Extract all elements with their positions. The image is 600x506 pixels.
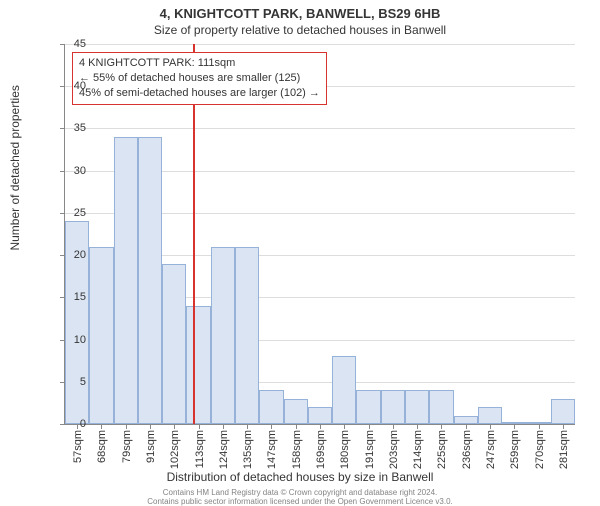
xtick-mark — [174, 424, 175, 429]
bar — [332, 356, 356, 424]
xtick-label: 113sqm — [194, 430, 206, 468]
xtick-label: 191sqm — [364, 430, 376, 469]
xtick-label: 259sqm — [509, 430, 521, 469]
xtick-label: 124sqm — [218, 430, 230, 469]
xtick-label: 57sqm — [72, 430, 84, 463]
bar — [405, 390, 429, 424]
xtick-mark — [247, 424, 248, 429]
page-title: 4, KNIGHTCOTT PARK, BANWELL, BS29 6HB — [0, 6, 600, 21]
x-axis-label: Distribution of detached houses by size … — [0, 470, 600, 484]
xtick-label: 203sqm — [388, 430, 400, 469]
histogram-chart: 4, KNIGHTCOTT PARK, BANWELL, BS29 6HB Si… — [0, 0, 600, 500]
xtick-mark — [417, 424, 418, 429]
annotation-line: ← 55% of detached houses are smaller (12… — [79, 71, 320, 86]
annotation-box: 4 KNIGHTCOTT PARK: 111sqm ← 55% of detac… — [72, 52, 327, 105]
bar — [454, 416, 478, 424]
ytick-label: 35 — [36, 122, 86, 134]
xtick-mark — [466, 424, 467, 429]
annotation-line: 45% of semi-detached houses are larger (… — [79, 86, 320, 101]
xtick-mark — [223, 424, 224, 429]
y-axis-label: Number of detached properties — [8, 85, 22, 250]
xtick-mark — [490, 424, 491, 429]
xtick-mark — [344, 424, 345, 429]
bar — [211, 247, 235, 424]
xtick-label: 236sqm — [461, 430, 473, 469]
xtick-label: 102sqm — [169, 430, 181, 469]
bar — [284, 399, 308, 424]
ytick-label: 20 — [36, 249, 86, 261]
ytick-label: 25 — [36, 207, 86, 219]
xtick-label: 281sqm — [558, 430, 570, 469]
bar — [551, 399, 575, 424]
page-subtitle: Size of property relative to detached ho… — [0, 23, 600, 37]
xtick-label: 135sqm — [242, 430, 254, 469]
ytick-label: 30 — [36, 165, 86, 177]
xtick-mark — [441, 424, 442, 429]
xtick-label: 147sqm — [266, 430, 278, 469]
xtick-label: 91sqm — [145, 430, 157, 463]
grid-line — [65, 44, 575, 45]
xtick-mark — [126, 424, 127, 429]
xtick-mark — [393, 424, 394, 429]
bar — [235, 247, 259, 424]
xtick-mark — [563, 424, 564, 429]
ytick-label: 40 — [36, 80, 86, 92]
xtick-mark — [101, 424, 102, 429]
bar — [308, 407, 332, 424]
ytick-label: 45 — [36, 38, 86, 50]
xtick-mark — [369, 424, 370, 429]
ytick-label: 5 — [36, 376, 86, 388]
xtick-mark — [296, 424, 297, 429]
xtick-mark — [514, 424, 515, 429]
ytick-label: 10 — [36, 334, 86, 346]
xtick-mark — [320, 424, 321, 429]
xtick-mark — [539, 424, 540, 429]
xtick-label: 180sqm — [339, 430, 351, 469]
xtick-mark — [271, 424, 272, 429]
bar — [259, 390, 283, 424]
xtick-label: 68sqm — [96, 430, 108, 463]
xtick-label: 169sqm — [315, 430, 327, 469]
xtick-label: 247sqm — [485, 430, 497, 469]
footer-attribution: Contains HM Land Registry data © Crown c… — [0, 488, 600, 506]
xtick-mark — [150, 424, 151, 429]
xtick-label: 270sqm — [534, 430, 546, 469]
xtick-label: 214sqm — [412, 430, 424, 469]
ytick-label: 15 — [36, 291, 86, 303]
bar — [429, 390, 453, 424]
xtick-label: 79sqm — [121, 430, 133, 463]
xtick-label: 225sqm — [436, 430, 448, 469]
xtick-label: 158sqm — [291, 430, 303, 469]
bar — [356, 390, 380, 424]
xtick-mark — [199, 424, 200, 429]
bar — [138, 137, 162, 424]
bar — [186, 306, 210, 424]
bar — [381, 390, 405, 424]
bar — [89, 247, 113, 424]
bar — [478, 407, 502, 424]
grid-line — [65, 128, 575, 129]
bar — [114, 137, 138, 424]
annotation-line: 4 KNIGHTCOTT PARK: 111sqm — [79, 56, 320, 71]
ytick-label: 0 — [36, 418, 86, 430]
bar — [162, 264, 186, 424]
